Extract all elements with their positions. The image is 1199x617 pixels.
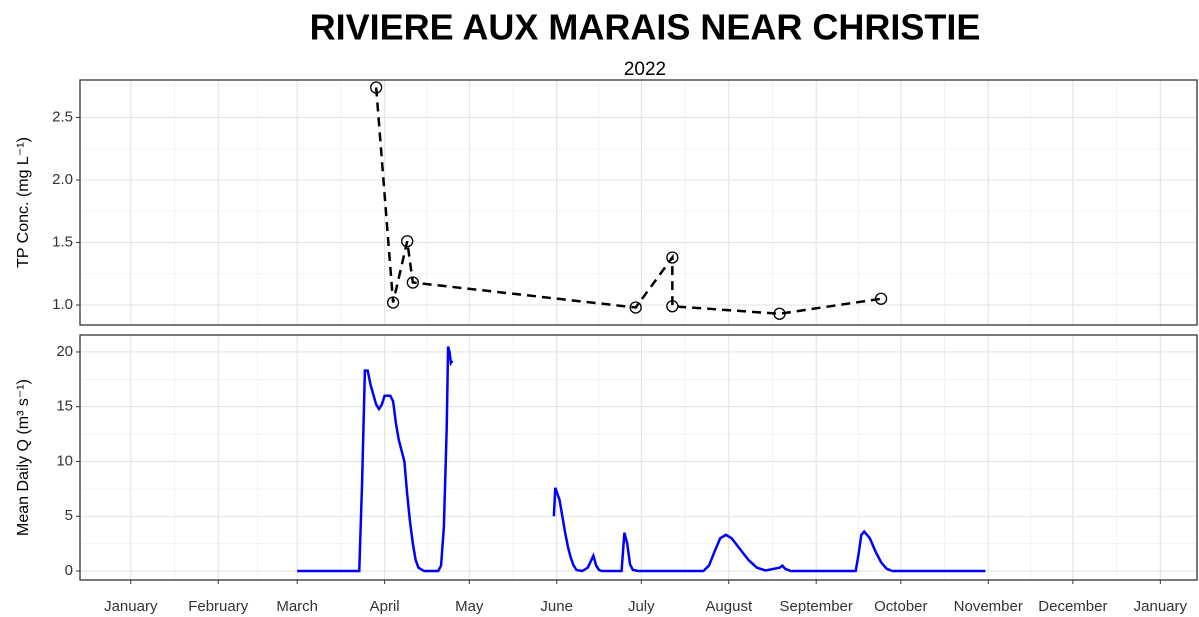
x-tick-label: August [705,598,753,615]
marker [666,251,679,264]
y-tick-label: 1.0 [52,296,73,313]
marker [629,301,642,314]
x-tick-label: January [104,598,158,615]
marker [406,276,419,289]
x-tick-label: March [276,598,318,615]
marker [386,296,400,309]
marker [874,292,888,305]
x-tick-label: November [954,598,1023,615]
chart-subtitle: 2022 [624,59,666,80]
y-tick-label: 5 [65,507,73,524]
y-tick-label: 0 [65,562,73,579]
y-tick-label: 2.0 [52,171,73,188]
y-tick-label: 1.5 [52,233,73,250]
x-tick-label: September [780,598,853,615]
x-tick-label: December [1038,598,1107,615]
series-line [297,346,986,573]
x-tick-label: July [628,598,655,615]
x-tick-label: May [455,598,484,615]
x-tick-label: February [188,598,249,615]
y-tick-label: 15 [56,398,73,415]
y-tick-label: 10 [56,452,73,469]
y-tick-label: 2.5 [52,108,73,125]
y-tick-label: 20 [56,343,73,360]
x-tick-label: April [370,598,400,615]
series-line [374,87,882,316]
x-tick-label: June [540,598,573,615]
marker [773,307,786,320]
chart-title: RIVIERE AUX MARAIS NEAR CHRISTIE [310,7,981,48]
marker [666,300,679,313]
panel-border [79,79,1198,326]
marker [370,81,383,94]
marker [401,235,414,248]
y-axis-label: Mean Daily Q (m³ s⁻¹) [15,379,32,536]
y-axis-label: TP Conc. (mg L⁻¹) [15,137,32,268]
x-tick-label: January [1134,598,1188,615]
panel-border [79,334,1198,581]
x-tick-label: October [874,598,927,615]
